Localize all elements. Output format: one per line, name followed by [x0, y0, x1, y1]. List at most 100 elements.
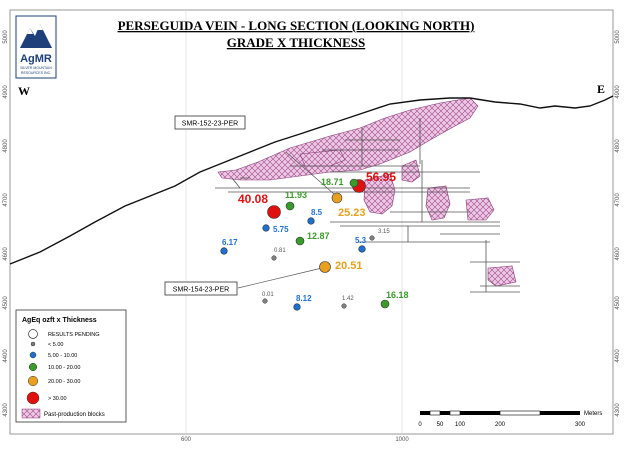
legend-item-label: > 30.00: [48, 396, 67, 402]
page-title: PERSEGUIDA VEIN - LONG SECTION (LOOKING …: [118, 18, 475, 33]
elevation-label: 4700: [3, 193, 9, 207]
legend-item-label: RESULTS PENDING: [48, 332, 100, 338]
intercept-label: 18.71: [321, 177, 344, 187]
elevation-label: 4500: [615, 296, 621, 310]
elevation-label: 4400: [3, 349, 9, 363]
production-block: [299, 149, 346, 167]
intercept-marker: [369, 235, 375, 241]
legend-swatch: [30, 341, 36, 347]
intercept-marker: [262, 224, 270, 232]
scale-bar: Meters 0 50 100 200 300: [418, 410, 602, 428]
elevation-label: 5000: [615, 30, 621, 44]
intercept-label: 3.15: [378, 229, 390, 235]
intercept-label: 0.01: [262, 292, 274, 298]
intercept-marker: [307, 217, 315, 225]
legend-swatch: [28, 329, 38, 339]
scale-bar-tick: 100: [455, 422, 466, 428]
intercept-marker: [285, 201, 295, 211]
elevation-label: 4600: [3, 247, 9, 261]
intercept-label: 56.95: [366, 170, 396, 184]
intercept-marker: [331, 192, 343, 204]
intercept-marker: [319, 261, 331, 273]
mountain-icon: [20, 24, 52, 48]
legend-item-label: 10.00 - 20.00: [48, 365, 80, 371]
scale-bar-tick: 50: [437, 422, 444, 428]
surface-topography: [9, 95, 614, 265]
elevation-label: 4600: [615, 247, 621, 261]
elevation-label: 4800: [615, 139, 621, 153]
legend-item-label: 5.00 - 10.00: [48, 353, 77, 359]
compass-east: E: [597, 82, 605, 96]
intercept-label: 11.93: [285, 190, 307, 200]
production-block: [425, 185, 451, 221]
intercept-label: 0.81: [274, 248, 286, 254]
easting-label-1000: 1000: [395, 437, 409, 443]
elevation-label: 4900: [615, 85, 621, 99]
intercepts: 56.95 40.08 25.23 20.51 18.71 16.18 12.8…: [220, 170, 409, 311]
legend-swatch: [28, 362, 38, 372]
elevation-label: 4400: [615, 349, 621, 363]
intercept-marker: [349, 178, 359, 188]
elevation-labels-left: 5000 4900 4800 4700 4600 4500 4400 4300: [3, 30, 9, 417]
intercept-marker: [267, 205, 281, 219]
intercept-marker: [341, 303, 347, 309]
company-logo: AgMR SILVER MOUNTAIN RESOURCES INC.: [15, 15, 57, 79]
scale-bar-tick: 200: [495, 422, 506, 428]
intercept-label: 20.51: [335, 260, 363, 272]
compass-west: W: [18, 84, 30, 98]
production-block: [363, 173, 396, 215]
drillhole-label-smr-152: SMR-152-23-PER: [174, 115, 246, 130]
intercept-label: 40.08: [238, 192, 268, 206]
production-block: [217, 97, 479, 181]
production-block: [487, 265, 517, 287]
production-block: [401, 159, 421, 183]
elevation-label: 4500: [3, 296, 9, 310]
intercept-marker: [293, 303, 301, 311]
legend-swatch: [26, 391, 40, 405]
underground-workings: [215, 118, 520, 293]
legend-item-label: < 5.00: [48, 342, 63, 348]
intercept-label: 5.3: [355, 236, 367, 245]
intercept-marker: [380, 299, 390, 309]
drill-traces: [237, 151, 335, 289]
intercept-marker: [295, 236, 305, 246]
elevation-label: 5000: [3, 30, 9, 44]
elevation-label: 4900: [3, 85, 9, 99]
legend-swatch: [27, 375, 39, 387]
legend-item-label: 20.00 - 30.00: [48, 379, 80, 385]
intercept-label: 1.42: [342, 296, 354, 302]
logo-name: AgMR: [20, 53, 52, 65]
drillhole-label-smr-154: SMR-154-23-PER: [164, 281, 238, 296]
map-frame: [9, 9, 614, 435]
intercept-label: 8.12: [296, 294, 312, 303]
elevation-label: 4300: [615, 403, 621, 417]
intercept-label: 25.23: [338, 207, 366, 219]
page-subtitle: GRADE X THICKNESS: [227, 35, 365, 50]
legend-blocks-swatch: [21, 408, 41, 419]
intercept-label: 5.75: [273, 225, 289, 234]
legend-title: AgEq ozft x Thickness: [22, 317, 97, 324]
legend-swatch: [29, 351, 37, 359]
intercept-marker: [262, 298, 268, 304]
intercept-label: 8.5: [311, 208, 323, 217]
drillhole-label-text: SMR-152-23-PER: [182, 121, 238, 128]
legend-blocks-label: Past-production blocks: [44, 412, 105, 418]
easting-label-600: 600: [181, 437, 192, 443]
scale-bar-tick: 0: [418, 422, 422, 428]
intercept-marker: [220, 247, 228, 255]
elevation-label: 4800: [3, 139, 9, 153]
production-block: [465, 197, 495, 221]
intercept-label: 6.17: [222, 238, 238, 247]
logo-tagline: SILVER MOUNTAIN: [20, 66, 52, 70]
intercept-marker: [271, 255, 277, 261]
scale-bar-unit: Meters: [584, 411, 602, 417]
intercept-label: 12.87: [307, 231, 330, 241]
elevation-label: 4300: [3, 403, 9, 417]
intercept-marker: [358, 245, 366, 253]
elevation-labels-right: 5000 4900 4800 4700 4600 4500 4400 4300: [615, 30, 621, 417]
intercept-label: 16.18: [386, 290, 409, 300]
past-production-blocks: [217, 97, 517, 287]
legend: AgEq ozft x Thickness RESULTS PENDING < …: [15, 309, 127, 423]
drillhole-label-text: SMR-154-23-PER: [173, 287, 229, 294]
